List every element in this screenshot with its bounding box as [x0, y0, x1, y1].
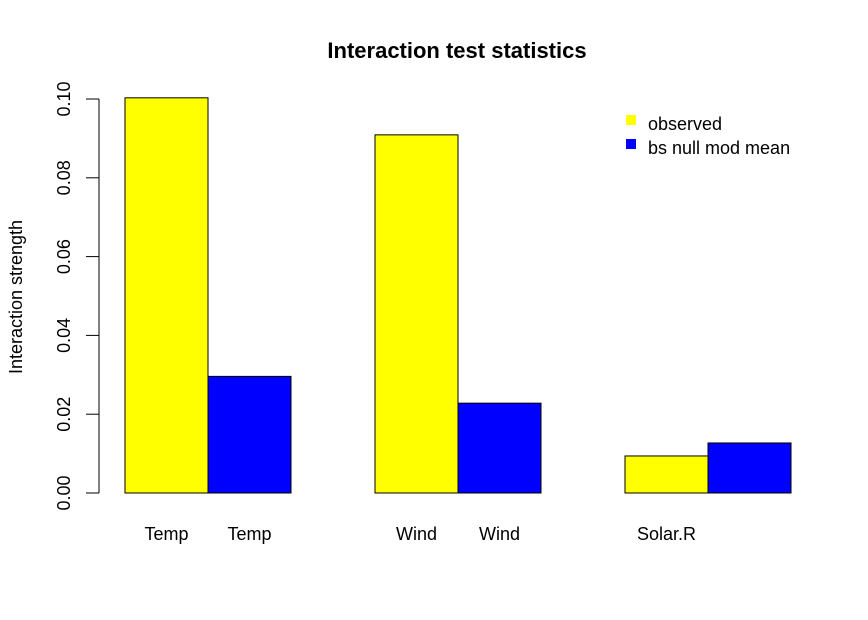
y-axis-label: Interaction strength	[6, 220, 26, 374]
bar-category-label: Wind	[479, 524, 520, 544]
bar-category-label: Wind	[396, 524, 437, 544]
category-labels: Temp Temp Wind Wind Solar.R	[144, 524, 696, 544]
bar-null-mean	[207, 375, 292, 494]
y-tick-label: 0.10	[54, 81, 74, 116]
bar-observed	[124, 97, 209, 494]
bar-category-label: Temp	[227, 524, 271, 544]
y-tick-label: 0.06	[54, 239, 74, 274]
y-axis: 0.00 0.02 0.04 0.06 0.08 0.10	[54, 81, 100, 511]
chart-title: Interaction test statistics	[327, 38, 586, 63]
bars-group	[124, 97, 792, 494]
bar-category-label: Temp	[144, 524, 188, 544]
legend-label: bs null mod mean	[648, 138, 790, 158]
legend-label: observed	[648, 114, 722, 134]
y-tick-label: 0.08	[54, 160, 74, 195]
bar-null-mean	[707, 442, 792, 494]
bar-null-mean	[457, 402, 542, 494]
bar-observed	[624, 455, 709, 494]
y-tick-label: 0.00	[54, 475, 74, 510]
legend: observed bs null mod mean	[626, 114, 790, 158]
bar-observed	[374, 134, 459, 494]
y-tick-label: 0.02	[54, 397, 74, 432]
y-tick-label: 0.04	[54, 318, 74, 353]
legend-swatch	[626, 139, 636, 149]
legend-swatch	[626, 115, 636, 125]
bar-category-label: Solar.R	[637, 524, 696, 544]
